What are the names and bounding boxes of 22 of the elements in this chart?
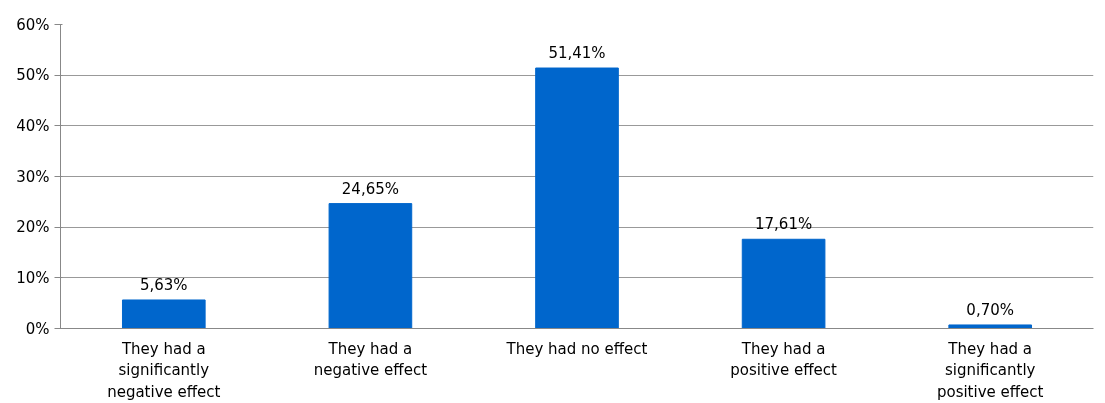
x-tick-label: They had a significantly positive effect xyxy=(936,339,1044,401)
data-label: 24,65% xyxy=(341,179,400,198)
data-label: 51,41% xyxy=(548,44,606,63)
bar xyxy=(741,238,826,329)
bar xyxy=(328,203,413,329)
bar xyxy=(948,324,1033,329)
y-tick-label: 10% xyxy=(16,268,50,287)
bar xyxy=(535,67,619,329)
y-tick-label: 60% xyxy=(16,15,50,34)
bar xyxy=(121,299,206,329)
data-label: 0,70% xyxy=(966,300,1015,319)
data-label: 5,63% xyxy=(139,275,188,294)
y-tick-label: 30% xyxy=(16,167,50,186)
y-tick-label: 40% xyxy=(16,116,50,135)
y-tick-label: 50% xyxy=(16,66,50,85)
x-tick-label: They had a significantly negative effect xyxy=(107,339,221,401)
data-label: 17,61% xyxy=(755,215,813,234)
x-tick-label: They had a positive effect xyxy=(730,339,837,380)
x-tick-label: They had no effect xyxy=(505,339,648,358)
y-tick-label: 0% xyxy=(25,319,50,338)
x-tick-label: They had a negative effect xyxy=(313,339,428,380)
y-tick-label: 20% xyxy=(16,218,50,237)
